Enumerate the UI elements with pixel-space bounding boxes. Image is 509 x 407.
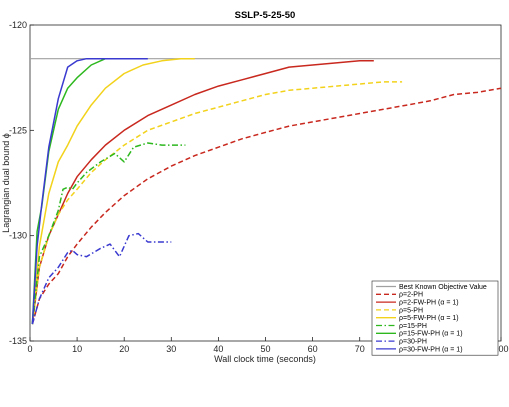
y-tick-label: -120 [9,20,27,30]
legend-label: ρ=2-FW-PH (α = 1) [399,300,459,307]
series-line-5 [31,58,106,325]
legend: Best Known Objective Valueρ=2-PHρ=2-FW-P… [371,280,499,356]
y-tick-label: -125 [9,125,27,135]
x-axis-label: Wall clock time (seconds) [214,354,316,364]
y-axis-label: Lagrangian dual bound ϕ [1,133,11,233]
x-tick-label: 50 [260,344,270,354]
legend-label: ρ=5-FW-PH (α = 1) [399,315,459,322]
legend-label: ρ=2-PH [399,292,423,299]
x-tick-label: 20 [119,344,129,354]
series-line-7 [31,57,148,325]
x-tick-label: 100 [493,344,508,354]
x-tick-label: 40 [213,344,223,354]
series-line-0 [31,87,502,325]
series-line-2 [31,81,403,325]
legend-label: ρ=30-PH [399,339,427,346]
y-axis-ticks: -135 -130 -125 -120 [9,20,34,346]
series-layer [30,57,502,325]
legend-label: ρ=15-PH [399,323,427,330]
legend-label: ρ=15-FW-PH (α = 1) [399,331,463,338]
y-tick-label: -130 [9,231,27,241]
series-line-4 [31,142,186,325]
legend-label: Best Known Objective Value [399,284,487,291]
series-line-1 [31,60,374,325]
legend-label: ρ=5-PH [399,307,423,314]
x-tick-label: 10 [72,344,82,354]
series-line-6 [31,232,172,325]
y-tick-label: -135 [9,336,27,346]
x-tick-label: 0 [27,344,32,354]
x-tick-label: 30 [166,344,176,354]
legend-label: ρ=30-FW-PH (α = 1) [399,346,463,353]
x-tick-label: 70 [355,344,365,354]
series-line-3 [31,57,195,325]
x-tick-label: 60 [308,344,318,354]
chart-title: SSLP-5-25-50 [235,10,296,21]
